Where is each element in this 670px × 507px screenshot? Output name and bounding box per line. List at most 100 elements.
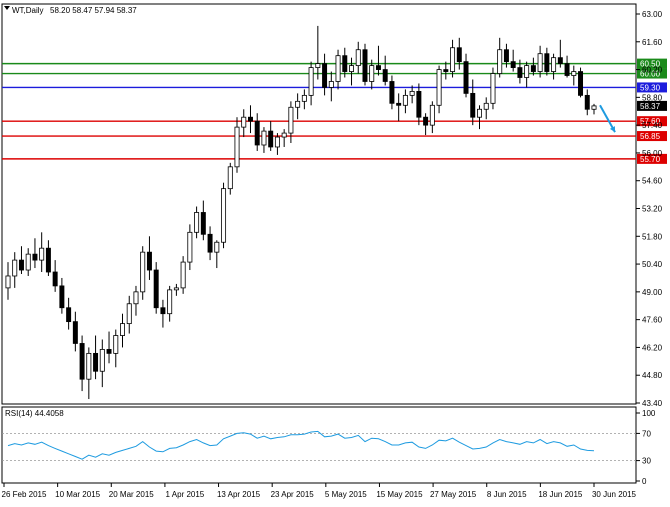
bullish-candle (99, 349, 105, 372)
rsi-tick-label: 0 (642, 477, 647, 486)
chart-header-ohlc: 58.20 58.47 57.94 58.37 (50, 6, 137, 15)
bullish-candle (490, 73, 496, 104)
bearish-candle (93, 352, 99, 372)
level-price-label: 57.60 (640, 117, 661, 126)
last-price-tag (637, 100, 667, 111)
bullish-candle (140, 251, 146, 293)
bearish-candle (510, 61, 516, 68)
last-price-label: 58.37 (640, 102, 661, 111)
level-price-tag (637, 68, 667, 79)
bullish-candle (477, 108, 482, 118)
rsi-label: RSI(14) 44.4058 (5, 409, 64, 418)
rsi-pane: 100 70 30 0 (2, 409, 656, 486)
bearish-candle (32, 253, 38, 261)
price-tick-label: 60.20 (642, 66, 663, 75)
price-axis: 63.00 61.60 60.20 58.80 57.40 56.00 54.60 53.20… (636, 10, 663, 408)
bullish-candle (483, 102, 489, 110)
bullish-candle (524, 65, 530, 78)
time-tick-label: 20 Mar 2015 (109, 490, 154, 499)
bullish-candle (295, 100, 301, 108)
time-tick-label: 26 Feb 2015 (2, 490, 47, 499)
bearish-candle (423, 116, 429, 126)
rsi-pane-frame (1, 406, 637, 484)
level-price-tag (637, 58, 667, 69)
bearish-candle (382, 69, 388, 82)
bearish-candle (456, 47, 462, 63)
time-tick-label: 27 May 2015 (430, 490, 477, 499)
bearish-candle (396, 102, 402, 106)
time-axis: 26 Feb 2015 10 Mar 2015 20 Mar 2015 1 Apr 2… (2, 483, 637, 499)
bearish-candle (470, 92, 476, 118)
price-tick-label: 43.40 (642, 399, 663, 408)
bullish-candle (274, 136, 280, 148)
bearish-candle (52, 271, 58, 287)
bullish-candle (187, 231, 193, 263)
bullish-candle (429, 104, 435, 126)
price-tick-label: 50.40 (642, 260, 663, 269)
bearish-candle (254, 120, 260, 146)
bearish-candle (544, 53, 550, 72)
candlesticks (5, 25, 616, 400)
bullish-candle (335, 55, 341, 82)
bullish-candle (537, 53, 543, 72)
forecast-arrow-head (609, 126, 615, 133)
bullish-candle (409, 91, 415, 96)
bullish-candle (261, 130, 267, 146)
level-price-tag (637, 82, 667, 93)
bullish-candle (5, 275, 11, 289)
bullish-candle (113, 335, 119, 354)
time-tick-label: 8 Jun 2015 (487, 490, 527, 499)
bearish-candle (45, 247, 51, 273)
bullish-candle (308, 67, 314, 96)
level-price-label: 55.70 (640, 155, 661, 164)
bullish-candle (288, 106, 294, 134)
bullish-candle (436, 69, 442, 106)
bearish-candle (146, 251, 152, 271)
price-tick-label: 57.40 (642, 121, 663, 130)
time-tick-label: 15 May 2015 (376, 490, 423, 499)
rsi-tick-label: 70 (642, 429, 651, 438)
bearish-candle (578, 71, 584, 96)
time-tick-label: 1 Apr 2015 (166, 490, 205, 499)
bearish-candle (59, 285, 65, 309)
bullish-candle (349, 65, 355, 72)
bullish-candle (126, 303, 132, 325)
level-price-label: 60.00 (640, 70, 661, 79)
bearish-candle (72, 321, 78, 344)
bearish-candle (584, 94, 590, 110)
bullish-candle (450, 47, 456, 72)
price-pane-frame (1, 3, 637, 405)
price-tick-label: 53.20 (642, 205, 663, 214)
rsi-line (7, 430, 595, 460)
bearish-candle (342, 55, 348, 72)
price-tick-label: 47.60 (642, 316, 663, 325)
bearish-candle (503, 49, 509, 63)
bullish-candle (402, 94, 408, 106)
bearish-candle (79, 343, 85, 380)
bullish-candle (551, 57, 557, 72)
bearish-candle (66, 307, 72, 323)
bullish-candle (120, 323, 125, 336)
bullish-candle (180, 261, 186, 289)
bearish-candle (389, 81, 395, 104)
bearish-candle (207, 233, 213, 253)
bullish-candle (194, 212, 200, 233)
level-price-tag (637, 131, 667, 142)
time-tick-label: 18 Jun 2015 (538, 490, 583, 499)
bullish-candle (167, 289, 173, 315)
time-tick-label: 23 Apr 2015 (271, 490, 315, 499)
price-tick-label: 56.00 (642, 149, 663, 158)
time-tick-label: 13 Apr 2015 (217, 490, 261, 499)
price-tick-label: 49.00 (642, 288, 663, 297)
level-price-tag (637, 153, 667, 164)
bullish-candle (315, 63, 321, 68)
rsi-tick-label: 30 (642, 457, 651, 466)
bearish-candle (362, 49, 368, 82)
price-tick-label: 54.60 (642, 177, 663, 186)
chart-header-symbol: WT,Daily (12, 6, 44, 15)
bullish-candle (591, 105, 597, 110)
bearish-candle (268, 130, 274, 148)
bullish-candle (571, 71, 577, 76)
